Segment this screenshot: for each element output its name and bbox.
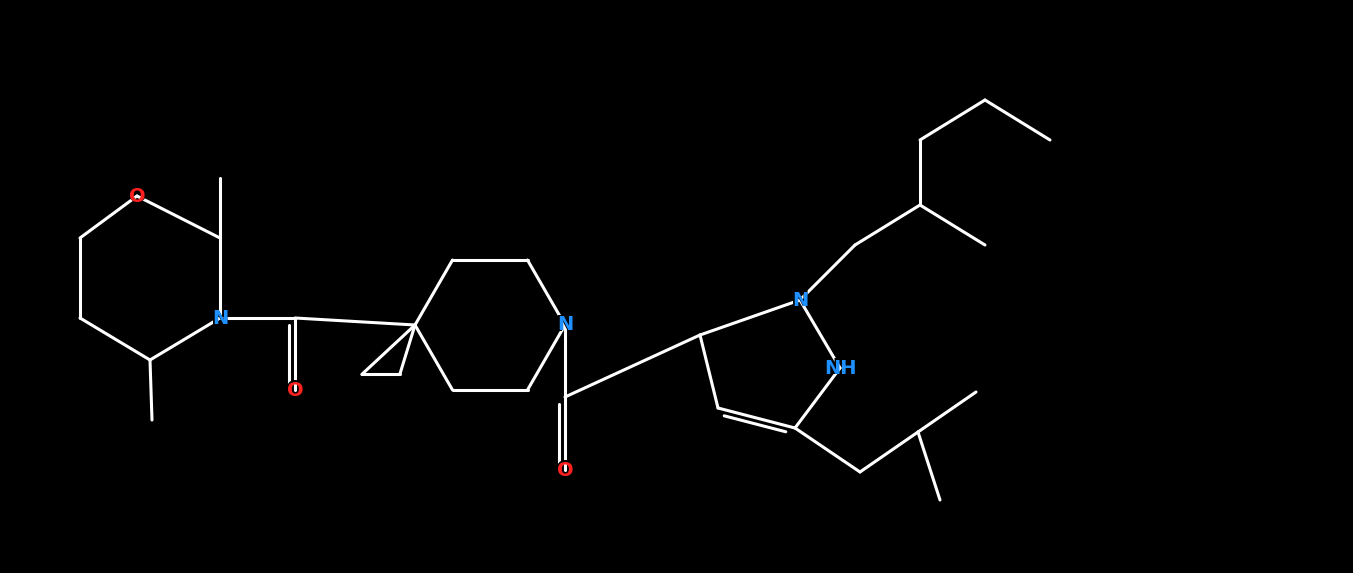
Text: O: O (556, 461, 574, 480)
Text: O: O (129, 186, 145, 206)
Text: O: O (287, 380, 303, 399)
Text: N: N (556, 315, 574, 335)
Text: N: N (790, 290, 809, 310)
Text: O: O (127, 186, 146, 206)
Text: N: N (212, 308, 229, 328)
Text: NH: NH (824, 359, 856, 378)
Text: N: N (557, 316, 574, 335)
Text: N: N (792, 291, 808, 309)
Text: O: O (285, 380, 304, 400)
Text: N: N (211, 308, 229, 328)
Text: O: O (556, 460, 575, 480)
Text: NH: NH (821, 358, 859, 378)
